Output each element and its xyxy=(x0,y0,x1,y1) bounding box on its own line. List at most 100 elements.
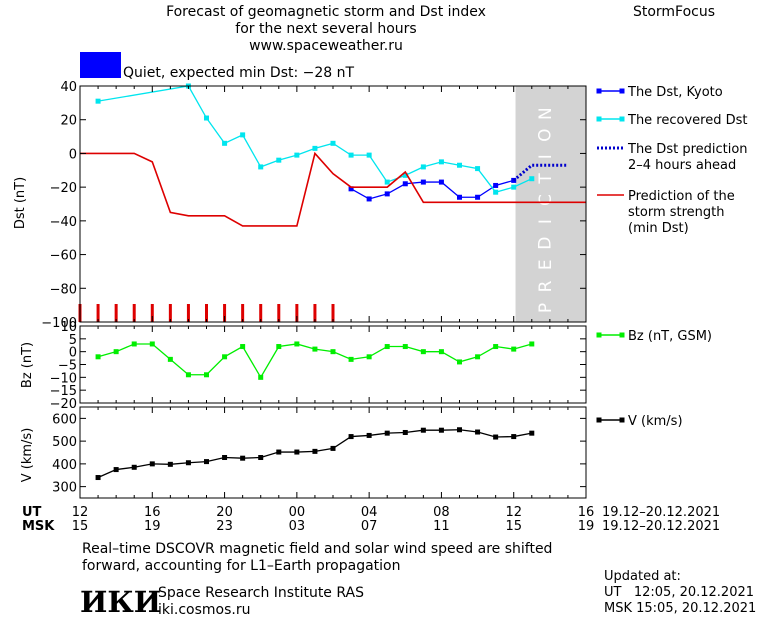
dst-panel: P RED I CT I ON 40 20 0 −20 −40 −60 −80 −100 Dst (nT… xyxy=(13,80,587,331)
ut-tick-label: 12 xyxy=(72,505,89,520)
dst-y-axis: 40 20 0 −20 −40 −60 −80 −100 xyxy=(41,80,587,331)
y-tick-label: −80 xyxy=(50,282,77,297)
data-point xyxy=(493,182,499,188)
legend-label: storm strength xyxy=(628,205,725,220)
data-point xyxy=(167,461,173,467)
iki-logo: ИКИ xyxy=(80,585,161,619)
data-point xyxy=(457,359,462,365)
data-point xyxy=(438,179,444,185)
data-point xyxy=(384,344,390,350)
y-tick-label: −10 xyxy=(50,371,77,386)
y-tick-label: 300 xyxy=(52,481,77,496)
data-point xyxy=(95,475,101,481)
y-tick-label: −15 xyxy=(50,384,77,399)
ut-tick-labels: 12 16 20 00 04 08 12 16 xyxy=(72,505,595,520)
dst-series-group xyxy=(80,83,586,227)
y-tick-label: 400 xyxy=(52,458,77,473)
ut-tick-label: 04 xyxy=(361,505,378,520)
speed-series-group xyxy=(95,427,535,481)
data-point xyxy=(276,344,282,350)
data-point xyxy=(384,179,390,185)
msk-tick-label: 15 xyxy=(505,519,522,534)
y-tick-label: −20 xyxy=(50,397,77,412)
prediction-letter: N xyxy=(536,107,556,120)
data-point xyxy=(258,164,264,170)
prediction-letter: P xyxy=(536,303,556,313)
legend-marker xyxy=(619,116,625,122)
data-point xyxy=(330,445,336,451)
data-point xyxy=(312,346,318,352)
ut-tick-label: 08 xyxy=(433,505,450,520)
data-point xyxy=(366,354,372,360)
msk-label: MSK xyxy=(22,519,55,534)
data-point xyxy=(276,157,282,163)
y-tick-label: −100 xyxy=(41,316,77,331)
ut-tick-label: 00 xyxy=(289,505,306,520)
data-point xyxy=(475,166,481,172)
legend-label: Prediction of the xyxy=(628,189,735,204)
data-point xyxy=(348,434,354,440)
prediction-letter: T xyxy=(536,173,556,185)
data-point xyxy=(330,140,336,146)
legend-marker xyxy=(596,332,602,338)
data-point xyxy=(258,455,264,461)
series-line xyxy=(350,179,514,200)
prediction-letter: O xyxy=(536,129,556,142)
data-point xyxy=(529,341,535,347)
data-point xyxy=(511,346,517,352)
data-point xyxy=(529,176,535,182)
data-point xyxy=(457,162,462,168)
data-point xyxy=(348,152,354,158)
updated-ut: UT 12:05, 20.12.2021 xyxy=(604,585,754,600)
legend-label: The Dst prediction xyxy=(627,142,748,157)
footer-note-line-1: Real–time DSCOVR magnetic field and sola… xyxy=(82,541,552,557)
data-point xyxy=(149,461,155,467)
data-point xyxy=(438,159,444,165)
series-line xyxy=(512,163,568,182)
data-point xyxy=(366,152,372,158)
data-point xyxy=(222,140,228,146)
data-point xyxy=(438,349,444,355)
data-point xyxy=(438,427,444,433)
y-tick-label: −40 xyxy=(50,215,77,230)
legend-label: The Dst, Kyoto xyxy=(627,85,723,100)
data-point xyxy=(384,191,390,197)
data-point xyxy=(312,448,318,454)
data-point xyxy=(222,455,228,461)
time-axis: UT MSK 12 16 20 00 04 08 12 16 15 19 23 03 07 11 15 19… xyxy=(22,505,720,534)
data-point xyxy=(330,349,336,355)
data-point xyxy=(204,115,209,121)
ut-tick-label: 16 xyxy=(144,505,161,520)
data-point xyxy=(366,196,372,202)
data-point xyxy=(457,194,462,200)
data-point xyxy=(258,374,264,380)
data-point xyxy=(420,427,426,433)
legend-marker xyxy=(619,88,625,94)
data-point xyxy=(511,184,517,190)
prediction-letter: I xyxy=(536,154,556,159)
prediction-letter: D xyxy=(536,237,556,250)
data-point xyxy=(149,341,155,347)
prediction-letter: I xyxy=(536,219,556,224)
data-point xyxy=(475,354,481,360)
y-tick-label: −60 xyxy=(50,249,77,264)
data-point xyxy=(185,460,191,466)
data-point xyxy=(420,349,426,355)
speed-plot-frame xyxy=(79,406,587,499)
speed-y-axis: 600 500 400 300 xyxy=(52,407,587,498)
legend-label: 2–4 hours ahead xyxy=(628,158,736,173)
data-point xyxy=(95,98,101,104)
msk-tick-label: 19 xyxy=(578,519,595,534)
data-point xyxy=(294,152,300,158)
data-point xyxy=(131,464,137,470)
legend-label: (min Dst) xyxy=(628,221,689,236)
data-point xyxy=(294,341,300,347)
msk-date-range: 19.12–20.12.2021 xyxy=(602,519,720,534)
data-point xyxy=(384,430,390,436)
institute-name: Space Research Institute RAS xyxy=(158,585,364,601)
legend-marker xyxy=(596,116,602,122)
y-tick-label: 500 xyxy=(52,435,77,450)
